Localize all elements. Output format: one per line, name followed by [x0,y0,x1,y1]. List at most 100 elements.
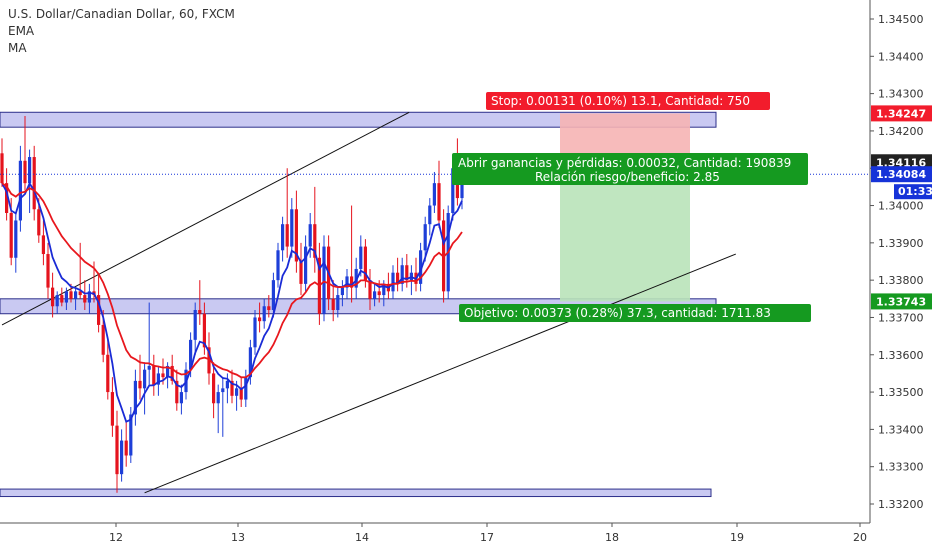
ma-line [1,182,463,379]
candle-body [161,373,165,378]
symbol-title[interactable]: U.S. Dollar/Canadian Dollar, 60, FXCM [8,7,235,21]
candle-body [18,160,22,221]
candle-body [294,209,298,262]
candle-body [74,291,78,299]
candle-body [189,339,193,370]
candle-body [64,291,68,303]
candle-body [322,246,326,314]
candle-body [419,250,423,284]
candle-body [32,157,36,210]
candle-body [14,220,18,258]
candle-body [193,310,197,340]
candle-body [373,291,377,299]
candle-body [248,347,252,378]
price-tick-label: 1.33600 [878,349,924,362]
candle-body [97,295,101,325]
target-label-box [459,304,811,322]
price-tick-label: 1.33400 [878,423,924,436]
candle-body [138,380,142,389]
price-tag [871,105,932,122]
candle-body [304,246,308,284]
candle-body [382,283,386,296]
candle-body [28,157,32,184]
position-labels: Stop: 0.00131 (0.10%) 13.1, Cantidad: 75… [452,92,811,322]
candle-body [55,295,59,307]
candle-body [87,291,91,303]
candle-body [170,365,174,381]
candle-body [78,291,82,296]
support-resistance-zone [0,111,717,128]
time-axis[interactable]: 12 13 14 17 18 19 20 [0,522,870,544]
risk-reward-label: Relación riesgo/beneficio: 2.85 [535,170,720,184]
candle-body [391,272,395,292]
candle-body [129,414,133,456]
candle-body [83,295,87,303]
price-axis[interactable]: 1.33200 1.33300 1.33400 1.33500 1.33600 1.337… [869,0,932,523]
candle-body [202,313,206,348]
candle-body [124,440,128,456]
chart-legend: U.S. Dollar/Canadian Dollar, 60, FXCM EM… [8,6,235,57]
candle-body [175,380,179,404]
candle-body [198,310,202,314]
candle-body [244,377,248,400]
candle-body [363,246,367,281]
candle-body [37,209,41,236]
ema-line [1,181,463,423]
price-tick-label: 1.33500 [878,386,924,399]
candle-body [147,365,151,370]
candle-body [60,295,64,303]
candle-body [308,224,312,247]
candle-body [235,388,239,396]
candle-body [281,224,285,251]
candle-body [432,183,436,206]
candle-body [253,317,257,348]
pnl-label: Abrir ganancias y pérdidas: 0.00032, Can… [458,156,791,170]
candle-body [0,153,4,184]
price-tag-label: 1.34247 [876,107,926,120]
support-resistance-zone [0,488,712,498]
candle-body [5,183,9,213]
candle-body [156,373,160,385]
candle-body [225,380,229,389]
position-tool[interactable] [560,113,690,302]
candle-body [400,265,404,284]
trend-lines[interactable] [1,111,736,494]
time-tick-label: 13 [231,531,245,544]
time-tick-label: 12 [109,531,123,544]
take-profit-area [560,162,690,302]
candle-body [143,369,147,389]
candle-body [267,306,271,310]
ma-indicator-label[interactable]: MA [8,41,27,55]
trend-line [1,111,410,326]
price-tick-label: 1.34000 [878,200,924,213]
price-tick-label: 1.33700 [878,311,924,324]
price-tag-label: 1.34116 [876,156,926,169]
candle-body [212,373,216,404]
candle-body [152,365,156,385]
stop-label-box [486,92,770,110]
candle-body [9,213,13,258]
candle-body [368,280,372,299]
price-tick-label: 1.34500 [878,13,924,26]
ema-indicator-label[interactable]: EMA [8,24,35,38]
candle-body [216,392,220,404]
price-tick-label: 1.33200 [878,498,924,511]
price-tag [871,166,932,183]
candle-body [350,276,354,288]
candle-body [359,246,363,269]
candle-body [423,224,427,251]
candle-body [428,205,432,225]
price-tag-label: 1.33743 [876,295,926,308]
countdown-label: 01:33 [898,185,932,198]
candle-body [262,306,266,322]
candle-body [331,298,335,310]
price-tick-label: 1.33800 [878,274,924,287]
trend-line [144,253,736,494]
candle-body [340,287,344,296]
time-tick-label: 19 [730,531,744,544]
price-tick-label: 1.34200 [878,125,924,138]
candle-body [115,425,119,475]
time-tick-label: 17 [480,531,494,544]
candle-body [354,268,358,288]
